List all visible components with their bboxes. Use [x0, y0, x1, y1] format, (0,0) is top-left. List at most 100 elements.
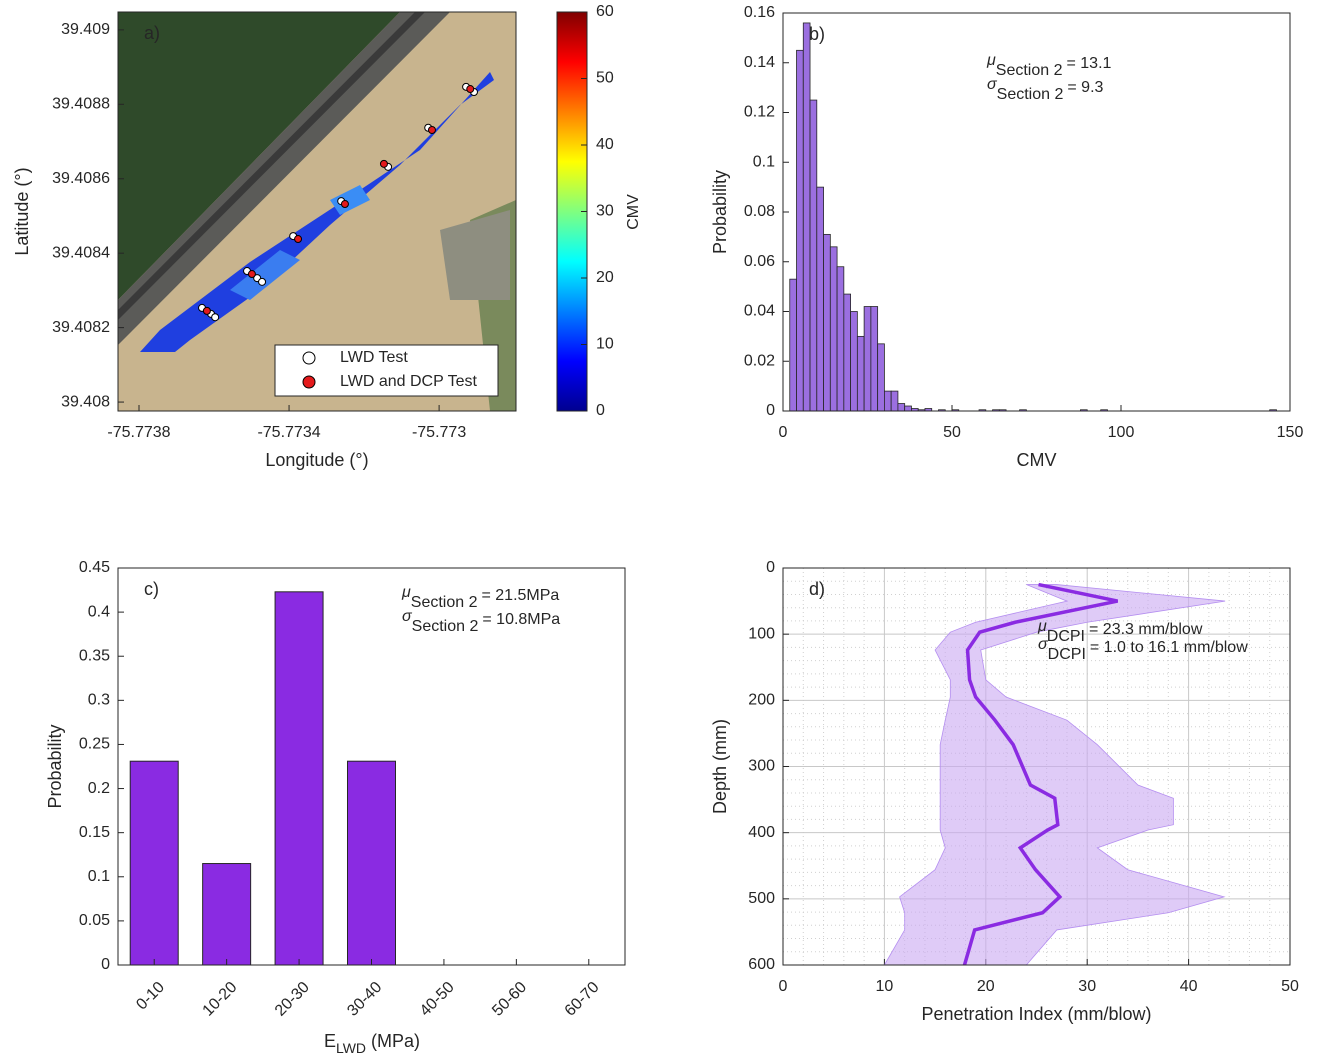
axes-frame — [117, 567, 626, 966]
y-tick-label: 0.45 — [79, 559, 110, 576]
y-tick-label: 400 — [748, 824, 775, 841]
y-tick-label: 0.05 — [79, 912, 110, 929]
x-tick-label: 20-30 — [272, 979, 313, 1020]
stat-value: = 10.8MPa — [482, 611, 560, 628]
stat-subscript: DCPI — [1047, 628, 1085, 645]
y-axis-label: Probability — [710, 170, 730, 254]
stat-text: σDCPI = 1.0 to 16.1 mm/blow — [1038, 636, 1248, 663]
histogram-bar — [850, 311, 858, 412]
y-axis-label: Probability — [45, 724, 65, 808]
axes-frame — [117, 11, 517, 412]
x-tick-label: 20 — [977, 978, 995, 995]
histogram-bar — [870, 306, 879, 412]
y-tick-label: 0.35 — [79, 647, 110, 664]
y-tick-label: 100 — [748, 625, 775, 642]
stat-subscript: Section 2 — [996, 62, 1063, 79]
test-point — [294, 235, 303, 244]
x-axis-label: Longitude (°) — [265, 450, 368, 470]
y-tick-label: 0.16 — [744, 4, 775, 21]
test-point — [379, 159, 388, 168]
stat-value: = 21.5MPa — [481, 587, 559, 604]
x-axis-label: Penetration Index (mm/blow) — [921, 1004, 1151, 1024]
stat-text: σSection 2 = 10.8MPa — [402, 608, 560, 635]
x-tick-label: 150 — [1277, 424, 1304, 441]
y-tick-label: 0.08 — [744, 203, 775, 220]
histogram-bar — [856, 335, 865, 412]
y-tick-label: 500 — [748, 890, 775, 907]
x-tick-label: -75.7734 — [257, 424, 320, 441]
colorbar-tick-label: 60 — [596, 3, 614, 20]
y-tick-label: 39.4086 — [52, 170, 110, 187]
histogram-bar — [829, 246, 838, 412]
stat-subscript: Section 2 — [412, 618, 479, 635]
stat-symbol: σ — [987, 76, 998, 93]
x-tick-label: -75.7738 — [107, 424, 170, 441]
x-axis-label: ELWD (MPa) — [324, 1031, 420, 1056]
colorbar-tick-label: 20 — [596, 269, 614, 286]
test-point — [247, 270, 256, 279]
colorbar-tick-label: 40 — [596, 136, 614, 153]
panel-label: a) — [144, 23, 160, 43]
stat-symbol: μ — [401, 584, 411, 601]
y-tick-label: 0.04 — [744, 303, 775, 320]
x-tick-label: 40 — [1180, 978, 1198, 995]
x-axis-label: CMV — [1017, 450, 1057, 470]
stat-text: σSection 2 = 9.3 — [987, 76, 1104, 103]
legend-label: LWD and DCP Test — [340, 373, 478, 390]
y-tick-label: 39.4082 — [52, 319, 110, 336]
y-tick-label: 300 — [748, 758, 775, 775]
y-tick-label: 0.12 — [744, 104, 775, 121]
stat-value: = 23.3 mm/blow — [1089, 621, 1203, 638]
x-tick-label: 10-20 — [199, 979, 240, 1020]
test-point — [427, 125, 436, 134]
histogram-bar — [884, 390, 892, 412]
bar — [274, 591, 324, 966]
y-axis-label: Depth (mm) — [710, 719, 730, 814]
y-tick-label: 0.06 — [744, 253, 775, 270]
colorbar-tick-label: 0 — [596, 402, 605, 419]
histogram-bar — [877, 343, 885, 412]
histogram-bar — [816, 186, 824, 412]
x-tick-label: -75.773 — [412, 424, 466, 441]
map-image — [118, 12, 516, 411]
y-tick-label: 0 — [766, 559, 775, 576]
bar — [129, 760, 179, 966]
histogram-bar — [789, 278, 797, 412]
x-tick-label: 50 — [1281, 978, 1299, 995]
histogram-bar — [863, 306, 872, 412]
y-tick-label: 0.25 — [79, 736, 110, 753]
stat-text: μSection 2 = 13.1 — [986, 52, 1112, 79]
colorbar-tick-label: 50 — [596, 70, 614, 87]
histogram-bar — [796, 49, 804, 412]
stat-text: μSection 2 = 21.5MPa — [401, 584, 559, 611]
y-tick-label: 39.4084 — [52, 244, 110, 261]
colorbar-tick-label: 30 — [596, 203, 614, 220]
panel-label: c) — [144, 579, 159, 599]
bar — [202, 863, 252, 966]
histogram-bar — [890, 390, 899, 412]
test-point — [258, 277, 267, 286]
histogram-bar — [904, 405, 912, 412]
legend-marker — [302, 351, 316, 365]
test-point — [466, 85, 475, 94]
legend-marker — [302, 375, 316, 389]
x-tick-label: 0 — [779, 978, 788, 995]
axes-frame — [782, 12, 1291, 412]
stat-subscript: Section 2 — [997, 86, 1064, 103]
y-tick-label: 0.4 — [88, 603, 110, 620]
x-tick-label: 50 — [943, 424, 961, 441]
y-tick-label: 0.1 — [753, 153, 775, 170]
x-tick-label: 0-10 — [133, 979, 168, 1014]
x-tick-label: 30-40 — [344, 979, 385, 1020]
stat-symbol: μ — [986, 52, 996, 69]
y-tick-label: 0.02 — [744, 352, 775, 369]
x-tick-label: 100 — [1108, 424, 1135, 441]
x-axis-label-unit: (MPa) — [366, 1031, 420, 1051]
test-point — [211, 313, 220, 322]
y-tick-label: 0 — [101, 956, 110, 973]
stat-value: = 13.1 — [1066, 55, 1111, 72]
x-tick-label: 0 — [779, 424, 788, 441]
histogram-bar — [843, 293, 852, 412]
colorbar-label: CMV — [625, 194, 642, 230]
